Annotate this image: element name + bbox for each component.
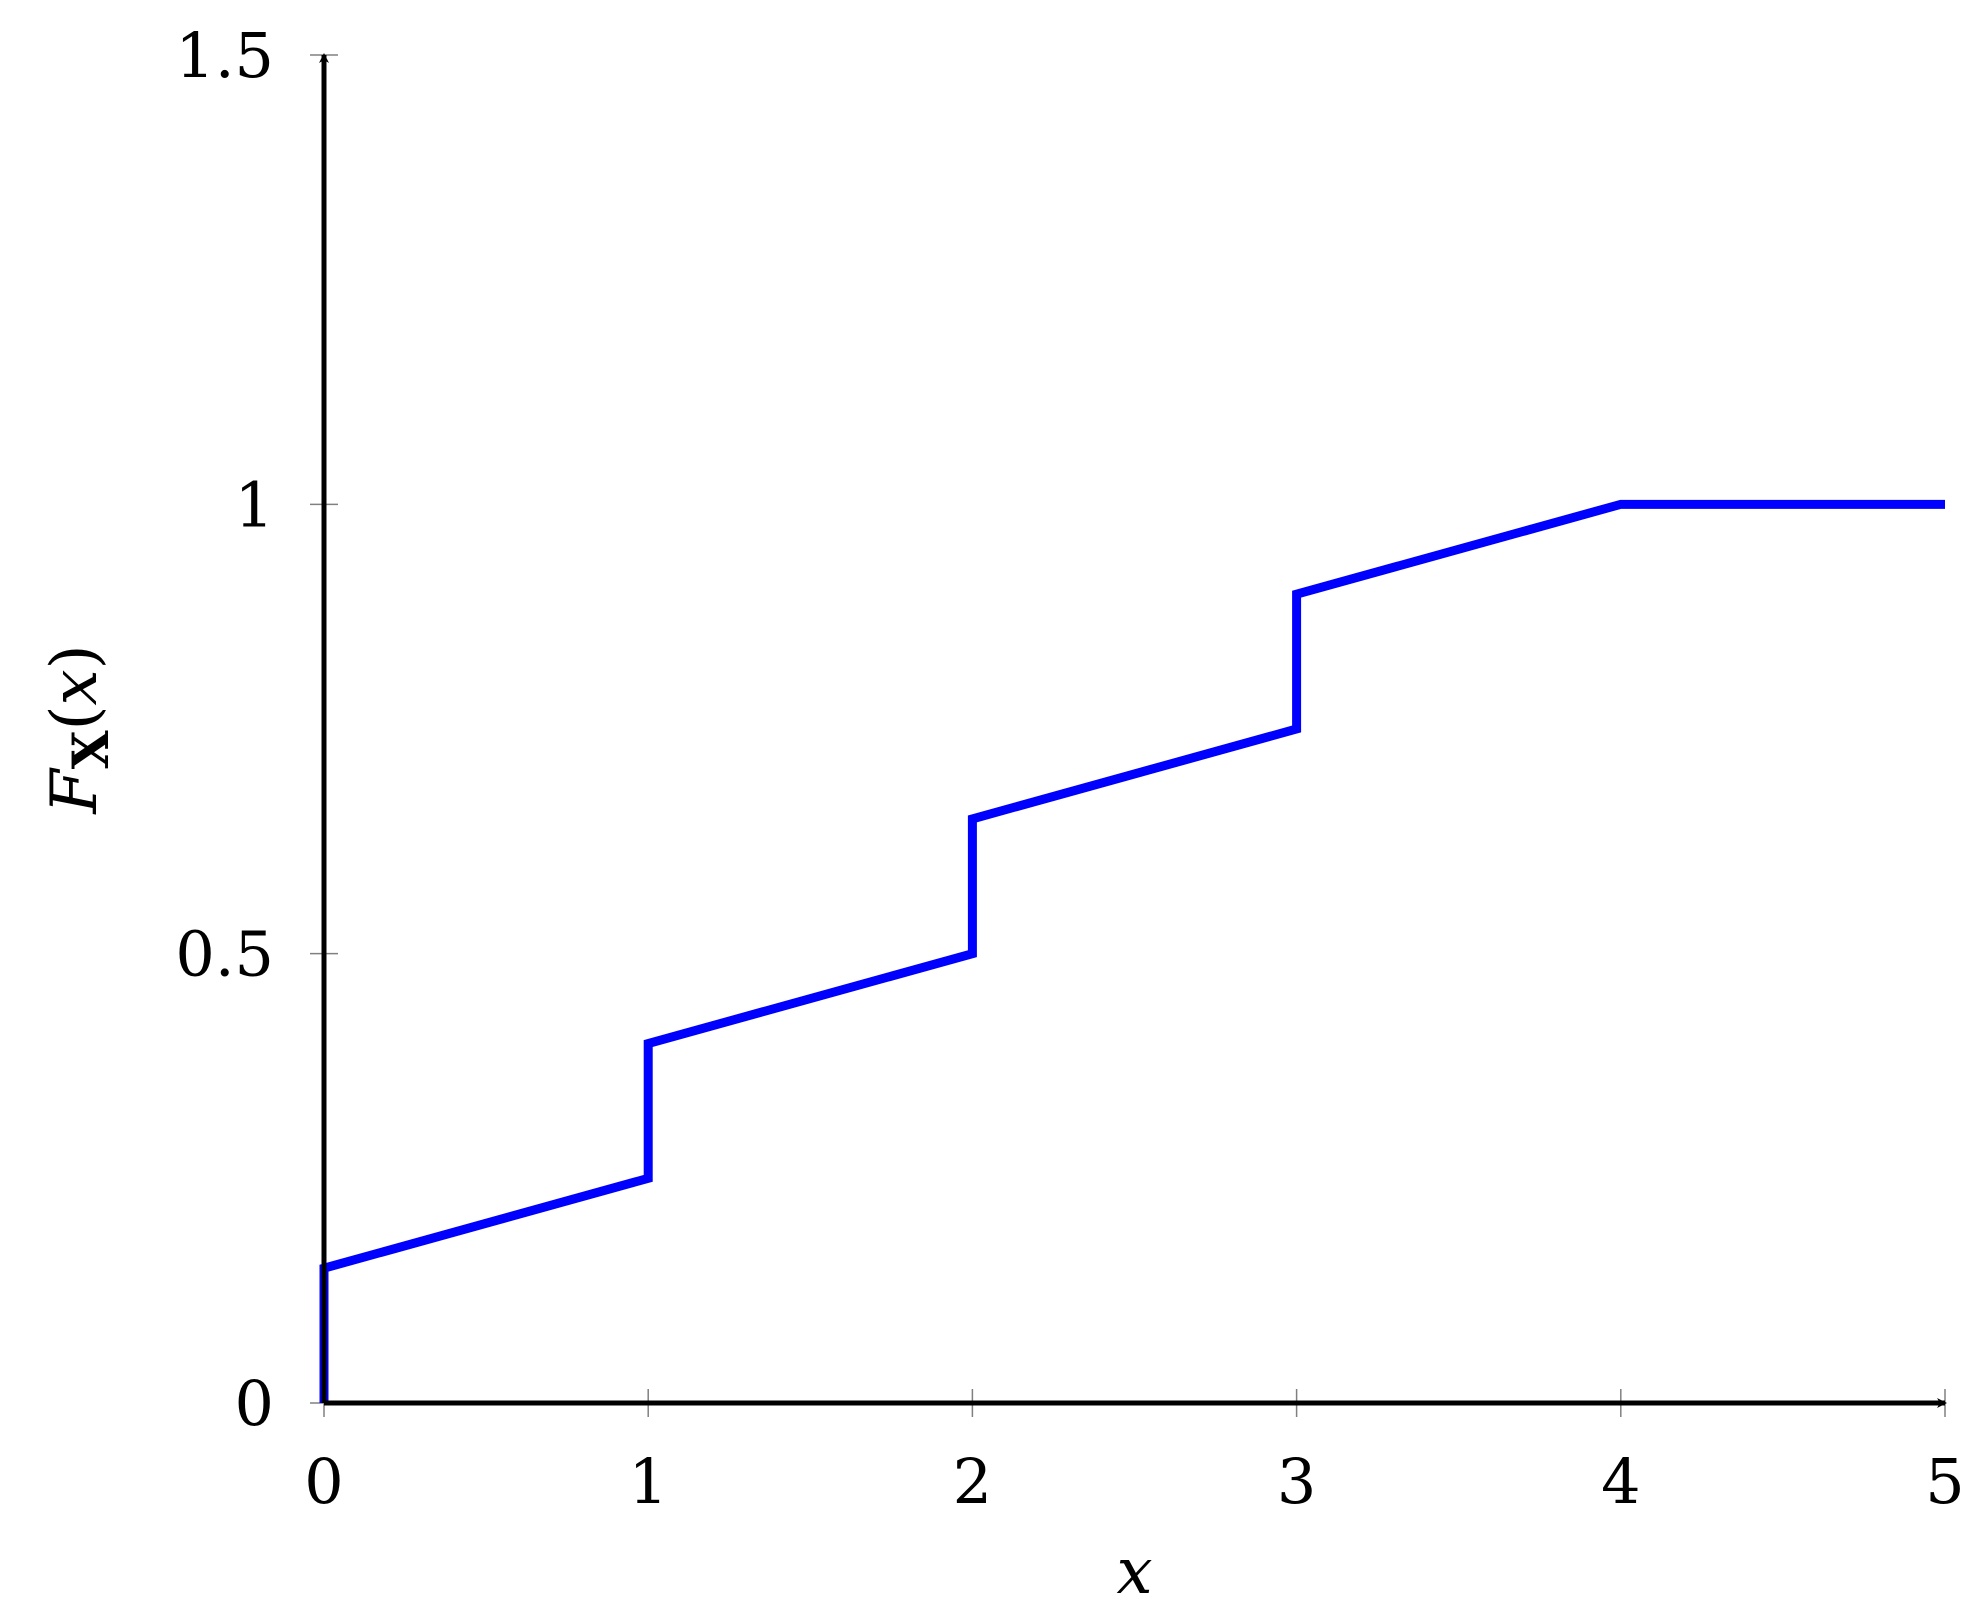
- y-tick-label: 0.5: [175, 918, 274, 991]
- y-tick-label: 1.5: [175, 19, 274, 92]
- y-axis-label-main: F: [38, 767, 112, 815]
- axes: [319, 53, 1947, 1408]
- x-tick-label: 4: [1601, 1445, 1640, 1518]
- x-tick-label: 1: [628, 1445, 667, 1518]
- y-axis-label: FX(x): [38, 644, 120, 814]
- y-tick-label: 0: [235, 1367, 274, 1440]
- tick-labels: 0 1 2 3 4 5 0 0.5 1 1.5: [175, 19, 1964, 1518]
- series-layer: [319, 499, 1945, 1403]
- x-tick-label: 5: [1925, 1445, 1964, 1518]
- y-axis-label-subscript: X: [61, 730, 120, 769]
- y-axis-label-close: ): [38, 644, 112, 669]
- x-tick-label: 2: [953, 1445, 992, 1518]
- series-line: [319, 499, 1945, 1403]
- x-tick-label: 0: [304, 1445, 343, 1518]
- x-tick-label: 3: [1277, 1445, 1316, 1518]
- y-tick-label: 1: [235, 468, 274, 541]
- y-axis-label-open: (: [38, 705, 112, 730]
- axis-ticks: [310, 54, 1946, 1417]
- y-axis-label-arg: x: [38, 669, 112, 705]
- x-axis-label: x: [1116, 1535, 1152, 1609]
